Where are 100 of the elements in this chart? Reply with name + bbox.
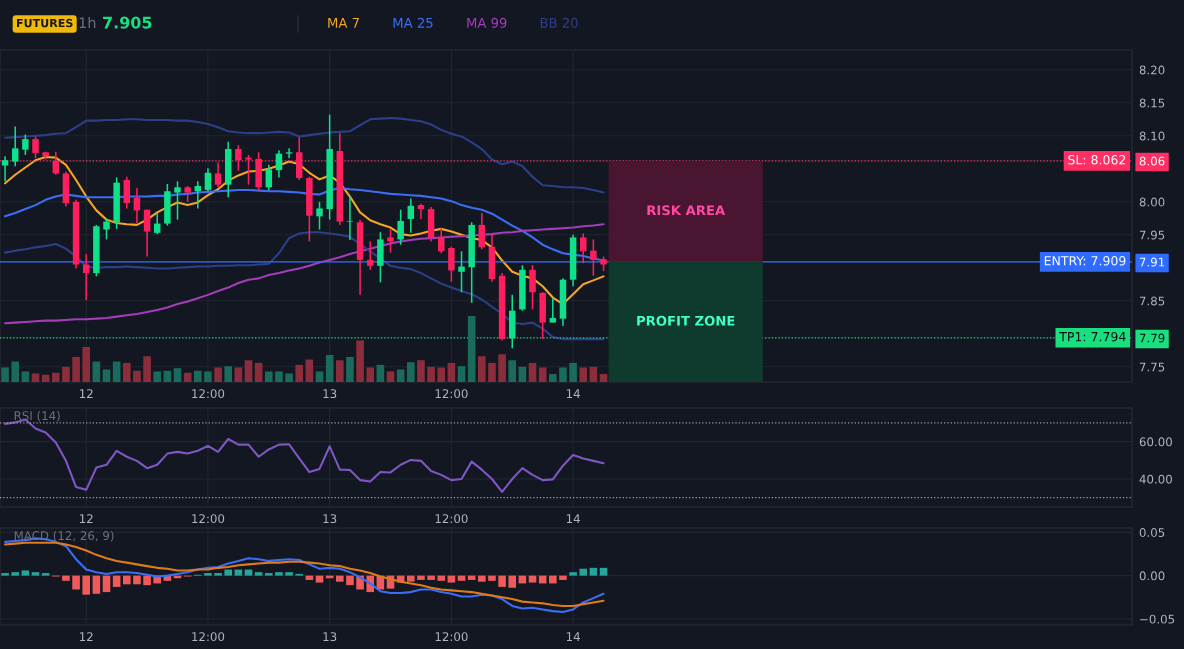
x-tick-label: 12:00 (435, 514, 468, 524)
y-tick-label: −0.05 (1140, 614, 1175, 624)
x-tick-label: 12 (80, 514, 93, 523)
ref-line-label: ENTRY: 7.909 (1044, 256, 1126, 266)
bar (62, 575, 70, 581)
bar (112, 575, 121, 587)
bar (437, 367, 446, 382)
x-tick-label: 12:00 (435, 389, 468, 399)
y-tick-label: 7.91 (1139, 257, 1165, 267)
bar (122, 575, 131, 585)
candlestick (346, 195, 354, 241)
bar (508, 575, 517, 588)
bar (315, 371, 324, 382)
annotation: RSI (14) (14, 410, 60, 422)
y-tick-label: 7.85 (1139, 296, 1165, 306)
bar (305, 359, 314, 382)
x-tick-label: 13 (323, 632, 337, 642)
candlestick (448, 245, 455, 283)
bar (488, 362, 496, 382)
text: FUTURES (17, 18, 73, 28)
candlestick (123, 175, 131, 210)
y-tick-label: 40.00 (1139, 474, 1172, 484)
bar (315, 575, 324, 583)
bar (457, 366, 466, 382)
bar (31, 572, 40, 576)
bar (589, 567, 598, 576)
text: MA 99 (467, 17, 507, 28)
bar (336, 360, 344, 382)
bar (92, 361, 101, 382)
bar (133, 370, 141, 382)
bar (498, 575, 506, 587)
text: 1h (79, 16, 96, 29)
bar (407, 362, 415, 382)
bar (417, 575, 425, 580)
candlestick (387, 228, 394, 254)
bar (204, 371, 212, 382)
candlestick (407, 197, 415, 234)
bar (437, 575, 446, 581)
bar (82, 575, 91, 595)
ref-line-label: TP1: 7.794 (1059, 331, 1126, 342)
x-tick-label: 13 (323, 514, 337, 524)
text: BB 20 (540, 17, 578, 28)
bar (427, 366, 435, 382)
candlestick (549, 297, 557, 324)
bar (82, 347, 91, 382)
x-tick-label: 12:00 (435, 632, 468, 642)
bar (579, 367, 588, 382)
bar (569, 572, 577, 576)
candlestick (529, 264, 536, 311)
candlestick (214, 161, 222, 189)
bar (549, 374, 557, 382)
bar (92, 575, 101, 594)
candlestick (153, 212, 161, 235)
bar (599, 374, 608, 382)
bar (488, 575, 496, 581)
bar (51, 372, 60, 382)
text: RISK AREA (647, 205, 726, 216)
x-tick-label: 12:00 (192, 514, 225, 524)
bar (102, 575, 111, 593)
bar (447, 575, 456, 583)
bar (102, 369, 111, 382)
candlestick (397, 208, 404, 246)
bar (589, 366, 598, 382)
text: MA 7 (328, 18, 359, 28)
candlestick (1, 155, 9, 183)
text: 7.905 (103, 16, 152, 29)
bar (122, 362, 131, 382)
candlestick (204, 167, 212, 193)
candlestick (11, 125, 19, 167)
y-tick-label: 8.15 (1139, 98, 1165, 108)
bar (467, 316, 476, 382)
text: MA 25 (393, 17, 433, 28)
x-tick-label: 14 (566, 389, 580, 398)
bar (366, 367, 375, 382)
candlestick (478, 212, 486, 251)
bar (72, 356, 80, 382)
bar (518, 366, 527, 382)
x-tick-label: 13 (323, 389, 337, 399)
y-tick-label: 60.00 (1139, 437, 1172, 447)
bar (41, 573, 50, 576)
bar (133, 575, 141, 585)
x-tick-label: 12:00 (192, 389, 225, 399)
candlestick (103, 217, 110, 241)
candlestick (265, 164, 273, 192)
bar (579, 568, 588, 576)
bar (265, 573, 273, 576)
bar (407, 575, 415, 582)
bar (508, 360, 517, 382)
bar (478, 356, 486, 382)
x-tick-label: 12:00 (192, 632, 225, 642)
y-tick-label: 0.05 (1139, 528, 1165, 537)
bar (224, 366, 233, 382)
bar (11, 361, 20, 382)
bar (244, 360, 253, 382)
bar (21, 570, 30, 576)
bar (31, 373, 40, 382)
bar (346, 356, 354, 382)
candlestick (580, 232, 587, 264)
bar (396, 369, 405, 382)
candlestick (245, 154, 252, 186)
